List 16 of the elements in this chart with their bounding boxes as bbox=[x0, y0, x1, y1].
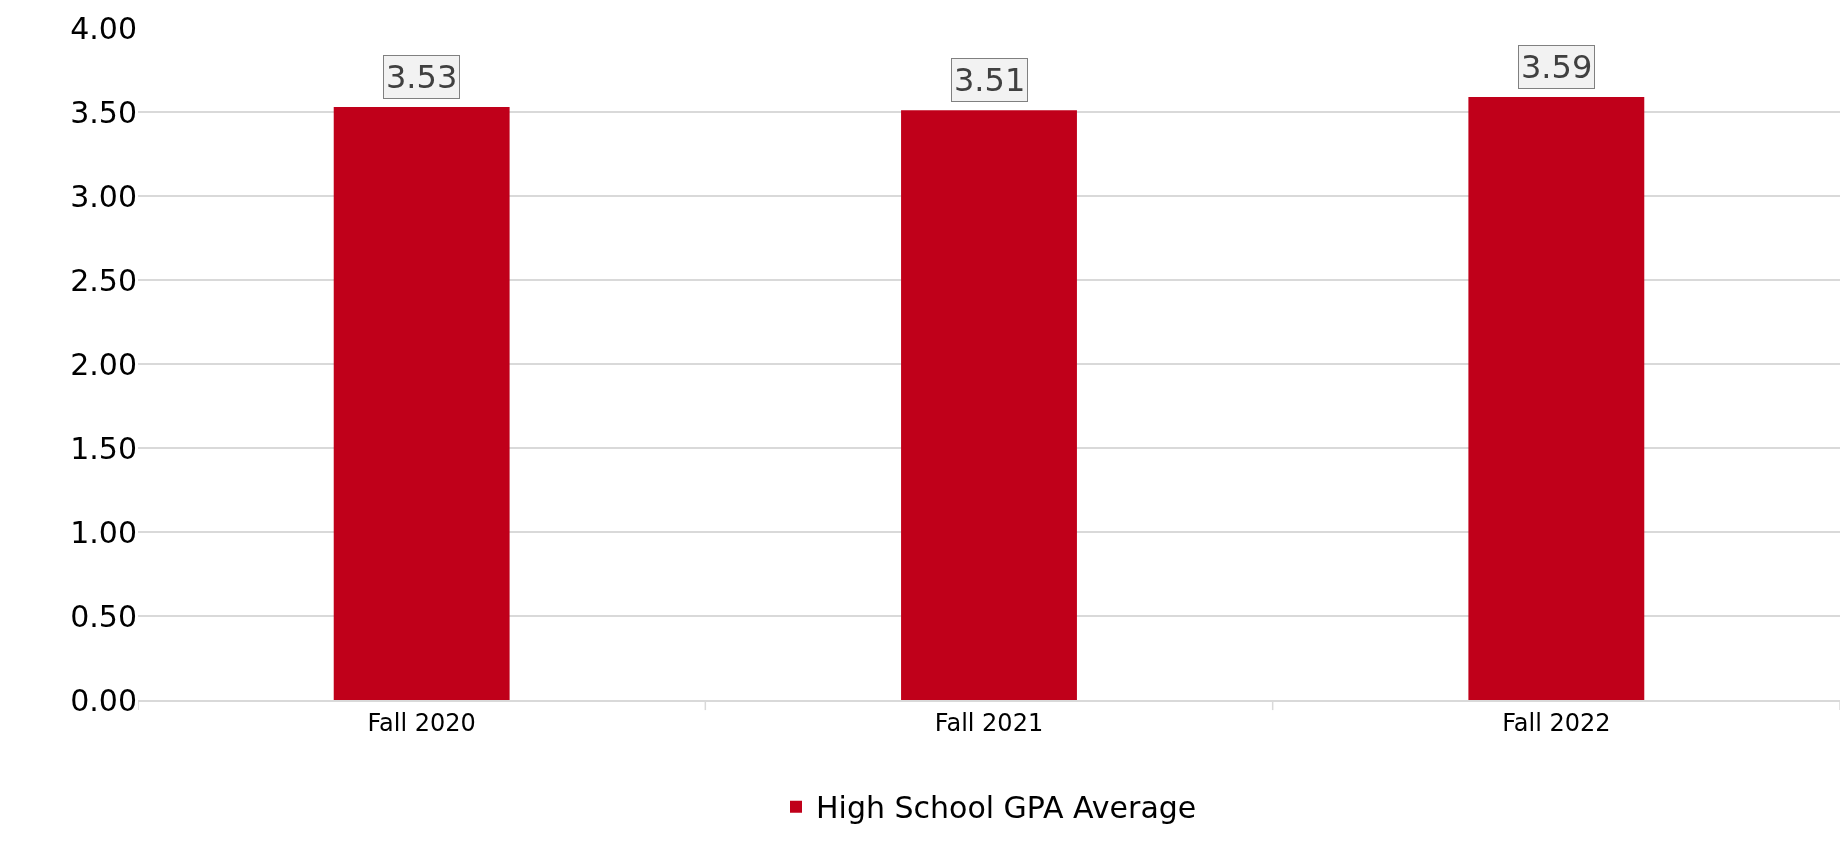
y-tick-label: 1.00 bbox=[70, 514, 137, 550]
y-tick-label: 0.00 bbox=[70, 682, 137, 718]
y-tick-label: 2.50 bbox=[70, 262, 137, 298]
y-tick-label: 3.50 bbox=[70, 94, 137, 130]
x-tick-label: Fall 2020 bbox=[367, 708, 476, 737]
y-tick-label: 4.00 bbox=[70, 10, 137, 46]
y-tick-label: 2.00 bbox=[70, 346, 137, 382]
data-label: 3.53 bbox=[386, 58, 458, 96]
y-tick-label: 1.50 bbox=[70, 430, 137, 466]
x-tick-label: Fall 2021 bbox=[934, 708, 1044, 737]
y-tick-label: 3.00 bbox=[70, 178, 137, 214]
legend-label: High School GPA Average bbox=[816, 790, 1197, 826]
x-tick-label: Fall 2022 bbox=[1502, 708, 1611, 737]
data-label: 3.51 bbox=[954, 61, 1026, 99]
y-tick-label: 0.50 bbox=[70, 598, 137, 634]
data-label: 3.59 bbox=[1521, 48, 1593, 86]
